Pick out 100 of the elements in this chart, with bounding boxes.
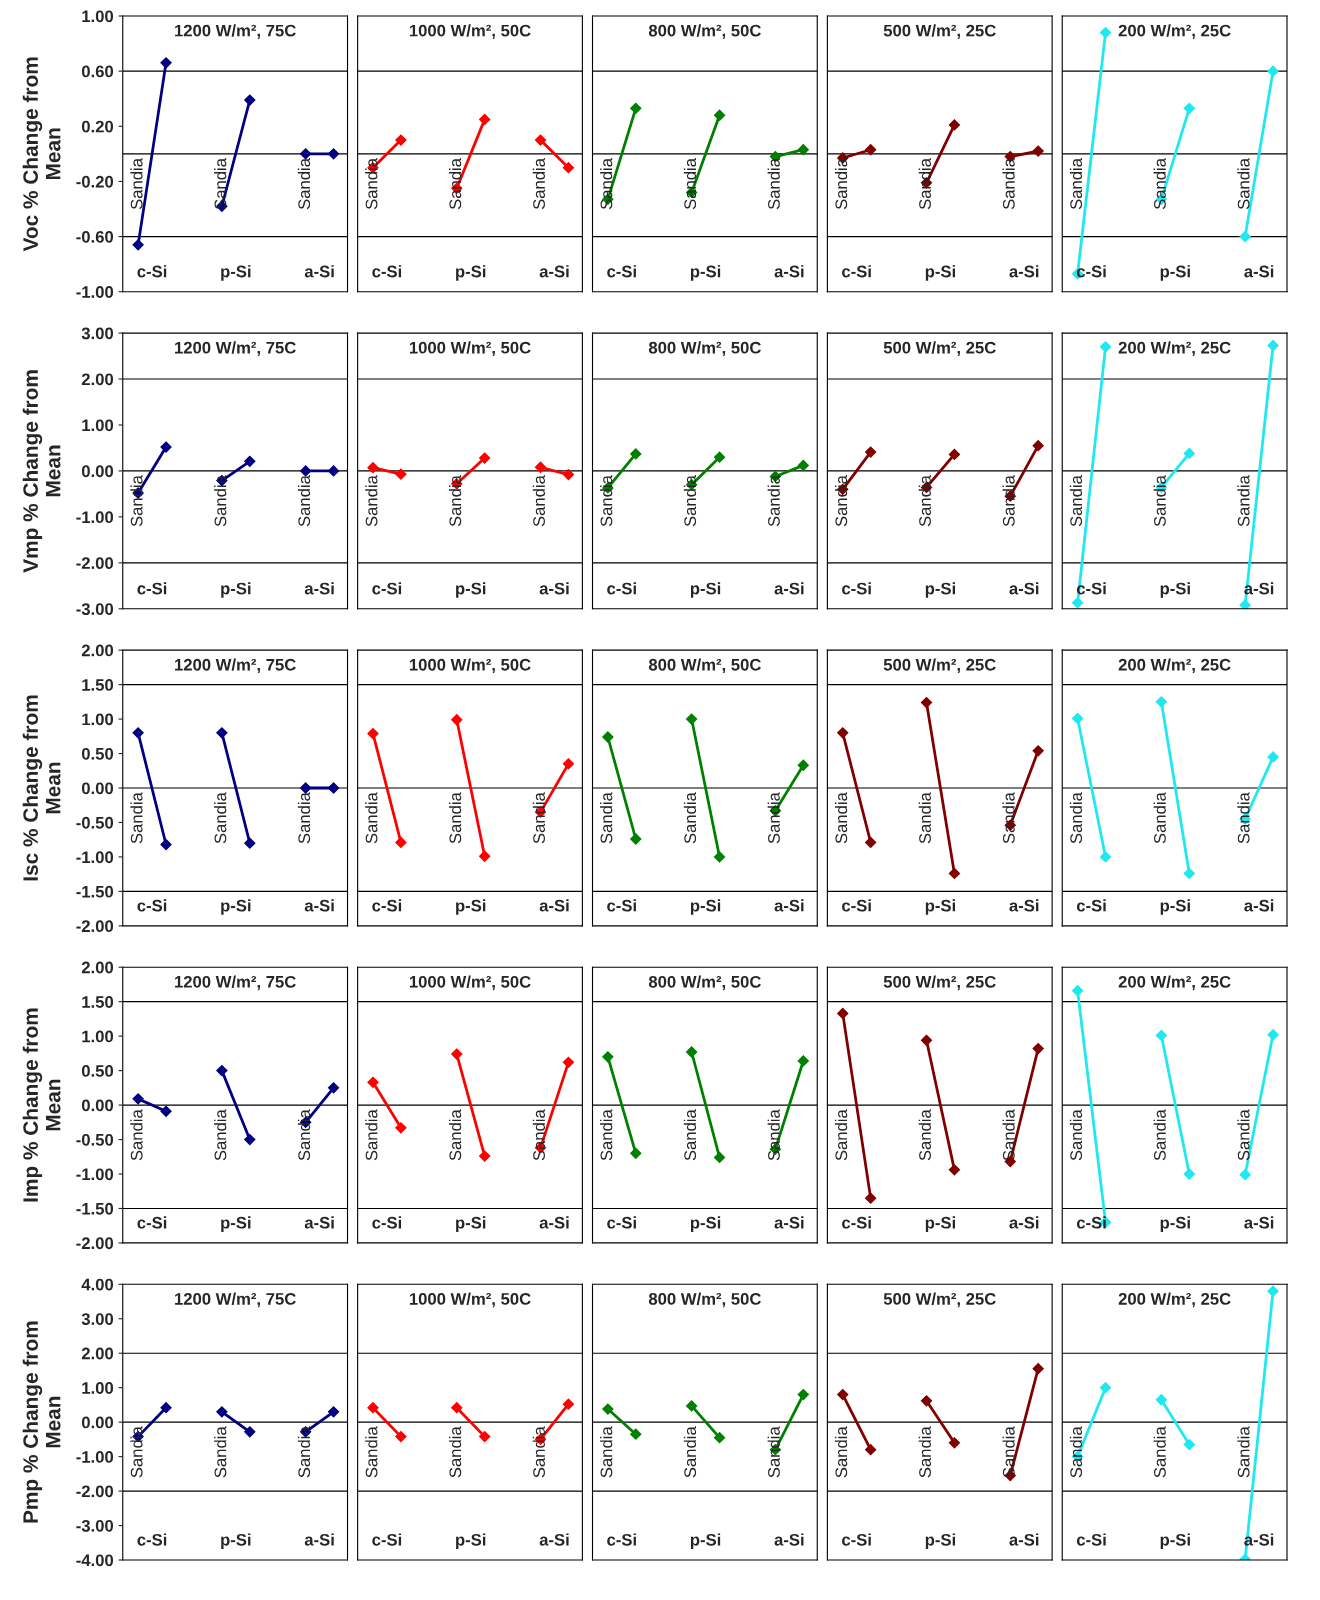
annotation: c-Si: [137, 265, 167, 278]
x-tick-label: Sandia: [683, 792, 697, 844]
y-tick-label: 0.00: [81, 1099, 114, 1112]
y-tick-label: -1.50: [76, 1202, 114, 1215]
y-axis-title: Vmp % Change from Mean: [22, 370, 61, 573]
annotation: a-Si: [1009, 582, 1039, 595]
y-tick-label: 4.00: [81, 1278, 114, 1291]
y-tick-label: 2.00: [81, 1347, 114, 1360]
x-tick-label: Sandia: [297, 792, 311, 844]
x-tick-label: Sandia: [532, 158, 545, 210]
annotation: a-Si: [1009, 1216, 1039, 1229]
x-tick-label: Sandia: [130, 792, 143, 844]
chart-title: 200 W/m², 25C: [1118, 975, 1231, 991]
annotation: p-Si: [221, 265, 251, 281]
chart-title: 500 W/m², 25C: [883, 658, 996, 674]
chart-title: 1200 W/m², 75C: [175, 975, 296, 991]
annotation: p-Si: [456, 265, 486, 281]
x-tick-label: Sandia: [214, 1109, 227, 1161]
y-tick-label: -1.00: [76, 286, 114, 298]
x-tick-label: Sandia: [297, 1426, 311, 1478]
x-tick-label: Sandia: [834, 1426, 848, 1478]
annotation: p-Si: [925, 899, 956, 915]
x-tick-label: Sandia: [600, 158, 613, 210]
annotation: p-Si: [1160, 1533, 1190, 1549]
x-tick-label: Sandia: [1153, 1426, 1166, 1478]
chart-title: 1200 W/m², 75C: [175, 1292, 296, 1308]
y-tick-label: -4.00: [76, 1554, 114, 1567]
y-tick-label: 1.00: [82, 1382, 114, 1394]
annotation: c-Si: [607, 1533, 636, 1546]
x-tick-label: Sandia: [683, 158, 697, 210]
y-tick-label: 0.00: [81, 782, 114, 795]
chart-title: 1000 W/m², 50C: [409, 975, 531, 991]
y-tick-label: -3.00: [76, 603, 114, 616]
x-tick-label: Sandia: [1237, 1109, 1250, 1161]
y-tick-label: 0.20: [81, 120, 114, 133]
x-tick-label: Sandia: [448, 158, 462, 210]
y-tick-label: 1.00: [82, 10, 114, 23]
y-tick-label: -0.20: [76, 175, 114, 188]
annotation: a-Si: [1009, 1533, 1039, 1546]
x-tick-label: Sandia: [1069, 792, 1083, 844]
x-tick-label: Sandia: [1002, 1109, 1015, 1161]
x-tick-label: Sandia: [448, 792, 462, 844]
annotation: p-Si: [456, 1533, 486, 1549]
x-tick-label: Sandia: [365, 1426, 378, 1478]
chart-title: 800 W/m², 50C: [648, 658, 761, 674]
annotation: a-Si: [1009, 265, 1039, 278]
annotation: p-Si: [925, 1216, 956, 1232]
x-tick-label: Sandia: [600, 1426, 613, 1478]
annotation: p-Si: [221, 899, 251, 915]
annotation: c-Si: [607, 582, 636, 595]
x-tick-label: Sandia: [918, 158, 931, 210]
x-tick-label: Sandia: [1069, 1109, 1083, 1161]
y-axis-title: Pmp % Change from Mean: [22, 1321, 61, 1523]
x-tick-label: Sandia: [834, 158, 848, 210]
y-tick-label: 0.00: [81, 465, 114, 478]
x-tick-label: Sandia: [365, 1109, 378, 1161]
x-tick-label: Sandia: [448, 475, 462, 527]
chart-title: 500 W/m², 25C: [883, 975, 996, 991]
chart-title: 1000 W/m², 50C: [409, 658, 531, 674]
x-tick-label: Sandia: [918, 475, 931, 527]
chart-title: 800 W/m², 50C: [648, 24, 761, 39]
annotation: p-Si: [221, 582, 251, 598]
annotation: p-Si: [690, 582, 721, 598]
y-tick-label: -2.00: [76, 557, 114, 570]
x-tick-label: Sandia: [448, 1109, 462, 1161]
annotation: c-Si: [842, 1216, 871, 1229]
y-tick-label: -0.50: [76, 816, 114, 829]
chart-title: 200 W/m², 25C: [1118, 24, 1231, 39]
x-tick-label: Sandia: [1237, 475, 1250, 527]
annotation: p-Si: [925, 265, 956, 281]
y-tick-label: -2.00: [76, 1485, 114, 1498]
x-tick-label: Sandia: [214, 158, 227, 210]
x-tick-label: Sandia: [683, 1109, 697, 1161]
x-tick-label: Sandia: [130, 158, 143, 210]
x-tick-label: Sandia: [448, 1426, 462, 1478]
annotation: a-Si: [774, 1216, 804, 1229]
y-tick-label: -1.00: [76, 851, 114, 864]
x-tick-label: Sandia: [918, 1426, 931, 1478]
annotation: p-Si: [925, 582, 956, 598]
annotation: a-Si: [774, 899, 804, 912]
x-tick-label: Sandia: [214, 1426, 227, 1478]
y-tick-label: 0.50: [81, 1065, 114, 1077]
x-tick-label: Sandia: [918, 792, 931, 844]
y-tick-label: 1.00: [82, 419, 114, 432]
x-tick-label: Sandia: [130, 475, 143, 527]
x-tick-label: Sandia: [1237, 792, 1250, 844]
y-tick-label: -0.60: [76, 230, 114, 243]
y-tick-label: 2.00: [81, 373, 114, 386]
y-tick-label: -2.00: [76, 1237, 114, 1250]
x-tick-label: Sandia: [214, 475, 227, 527]
x-tick-label: Sandia: [365, 792, 378, 844]
x-tick-label: Sandia: [1069, 158, 1083, 210]
annotation: c-Si: [607, 899, 636, 912]
y-tick-label: 0.50: [81, 747, 114, 760]
y-tick-label: 2.00: [81, 644, 114, 657]
annotation: p-Si: [1160, 265, 1190, 281]
y-tick-label: -1.50: [76, 885, 114, 898]
x-tick-label: Sandia: [1237, 1426, 1250, 1478]
annotation: p-Si: [221, 1216, 251, 1232]
annotation: c-Si: [842, 899, 871, 912]
